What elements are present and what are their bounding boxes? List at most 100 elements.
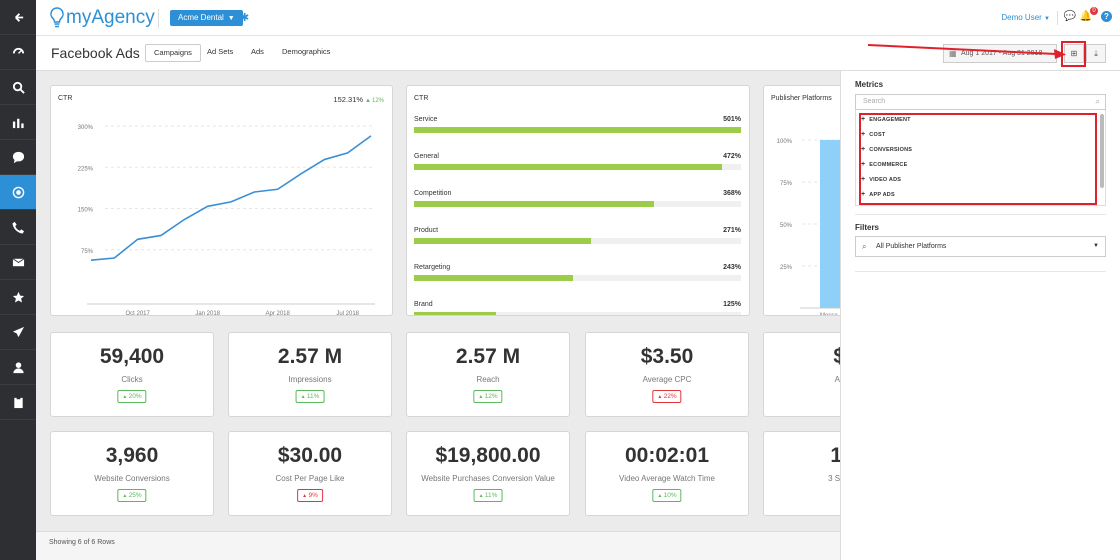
search-placeholder: Search	[863, 98, 886, 105]
change-up-icon: ▲	[478, 394, 485, 400]
kpi-value: $1	[764, 345, 840, 369]
metric-group-label: COST	[869, 132, 886, 138]
nav-item-chat[interactable]	[0, 140, 36, 175]
kpi-card: 2.57 M Reach ▲ 12%	[406, 332, 570, 417]
client-selector[interactable]: Acme Dental ▼	[170, 10, 243, 26]
nav-item-bar-chart[interactable]	[0, 105, 36, 140]
scrollbar[interactable]	[1100, 114, 1104, 188]
kpi-value: 3,960	[105, 444, 159, 467]
nav-item-user[interactable]	[0, 350, 36, 385]
metric-group-item[interactable]: + VIDEO ADS	[861, 176, 901, 183]
bar-fill	[414, 238, 591, 244]
tab-ad-sets[interactable]: Ad Sets	[207, 47, 234, 56]
bar-value: 368%	[723, 190, 741, 197]
grid-icon: ⊞	[1070, 49, 1078, 58]
chart-title: CTR	[414, 95, 429, 102]
x-tick-label: Messe	[820, 313, 838, 316]
top-bar: myAgency Acme Dental ▼ ✱ Demo User ▼ 💬 🔔 …	[36, 0, 1120, 36]
chat-icon[interactable]: 💬	[1063, 11, 1076, 22]
brand-name[interactable]: myAgency	[66, 7, 155, 28]
bar-label: Retargeting	[414, 264, 451, 271]
tab-demographics[interactable]: Demographics	[282, 47, 331, 56]
kpi-change: 10%	[663, 492, 677, 499]
target-icon	[12, 186, 24, 198]
help-icon[interactable]: ?	[1101, 11, 1112, 22]
plus-icon: +	[861, 146, 866, 153]
caret-down-icon: ▼	[227, 15, 235, 22]
kpi-change-badge: ▲ 11%	[295, 390, 325, 403]
bar-track	[414, 127, 741, 133]
metrics-highlight-box	[859, 113, 1097, 205]
bar-row: Retargeting 243%	[414, 264, 741, 294]
nav-item-phone[interactable]	[0, 210, 36, 245]
kpi-change-badge: ▲ 25%	[117, 489, 147, 502]
kpi-change: 12%	[484, 393, 498, 400]
download-button[interactable]: ⤓	[1086, 44, 1106, 63]
change-up-icon: ▲	[657, 394, 664, 400]
nav-item-mail[interactable]	[0, 245, 36, 280]
nav-item-dashboard[interactable]	[0, 35, 36, 70]
bar-fill	[414, 312, 496, 315]
metric-group-item[interactable]: + APP ADS	[861, 191, 895, 198]
search-icon: ⌕	[1095, 97, 1100, 106]
bar-fill	[414, 127, 741, 133]
tab-ads[interactable]: Ads	[251, 47, 264, 56]
y-tick-label: 75%	[780, 181, 793, 187]
search-icon: ⌕	[862, 242, 867, 251]
send-icon	[12, 326, 24, 337]
nav-item-back-arrow[interactable]	[0, 0, 36, 35]
kpi-value: 2.57 M	[455, 345, 521, 368]
table-footer: Showing 6 of 6 Rows	[36, 531, 840, 560]
metric-group-label: ECOMMERCE	[869, 162, 908, 168]
user-name: Demo User	[1001, 13, 1042, 22]
nav-item-clipboard[interactable]	[0, 385, 36, 420]
tab-campaigns[interactable]: Campaigns	[145, 44, 201, 62]
kpi-card: 00:02:01 Video Average Watch Time ▲ 10%	[585, 431, 749, 516]
client-name: Acme Dental	[178, 13, 224, 22]
nav-item-search[interactable]	[0, 70, 36, 105]
metric-group-item[interactable]: + ENGAGEMENT	[861, 116, 911, 123]
kpi-value: $19,800.00	[435, 444, 541, 467]
ctr-series-line	[90, 135, 372, 261]
publisher-platform-filter[interactable]: ⌕ All Publisher Platforms ▼	[855, 236, 1106, 257]
y-tick-label: 25%	[780, 265, 793, 271]
bar-value: 501%	[723, 116, 741, 123]
date-range-picker[interactable]: ▦ Aug 1 2017 - Aug 31 2018	[943, 44, 1057, 63]
download-icon: ⤓	[1094, 49, 1098, 58]
change-up-icon: ▲	[365, 98, 371, 104]
columns-settings-button[interactable]: ⊞	[1064, 44, 1084, 63]
divider	[1057, 11, 1058, 25]
gear-icon[interactable]: ✱	[240, 12, 250, 24]
kpi-change: 9%	[308, 492, 318, 499]
bell-icon[interactable]: 🔔	[1079, 11, 1092, 22]
change-up-icon: ▲	[302, 493, 309, 499]
kpi-label: Clicks	[121, 375, 143, 384]
kpi-label: Website Purchases Conversion Value	[421, 474, 555, 483]
metric-group-item[interactable]: + CONVERSIONS	[861, 146, 912, 153]
kpi-value: 59,400	[99, 345, 165, 368]
kpi-change-badge: ▲ 11%	[473, 489, 503, 502]
metric-group-item[interactable]: + COST	[861, 131, 885, 138]
x-tick-label: Apr 2018	[265, 311, 290, 317]
plus-icon: +	[861, 176, 866, 183]
mail-icon	[12, 257, 24, 266]
x-tick-label: Jan 2018	[195, 311, 220, 317]
chat-icon	[12, 151, 24, 163]
nav-item-send[interactable]	[0, 315, 36, 350]
divider	[855, 271, 1106, 272]
kpi-value: 17,	[764, 444, 840, 468]
nav-item-target[interactable]	[0, 175, 36, 210]
kpi-value: 2.57 M	[277, 345, 343, 368]
kpi-label: Video Average Watch Time	[619, 474, 715, 483]
bar-track	[414, 201, 741, 207]
nav-item-star[interactable]	[0, 280, 36, 315]
bar-row: Brand 125%	[414, 301, 741, 315]
user-menu[interactable]: Demo User ▼	[1001, 13, 1050, 22]
metric-group-item[interactable]: + ECOMMERCE	[861, 161, 907, 168]
publisher-platforms-card: Publisher Platforms 100% 75% 50% 25% Messe	[763, 85, 840, 316]
lightbulb-logo-icon	[50, 7, 64, 28]
bar-fill	[414, 201, 655, 207]
metrics-search-input[interactable]: Search ⌕	[855, 94, 1106, 110]
bar-row: Competition 368%	[414, 190, 741, 220]
y-tick-label: 75%	[81, 249, 94, 255]
